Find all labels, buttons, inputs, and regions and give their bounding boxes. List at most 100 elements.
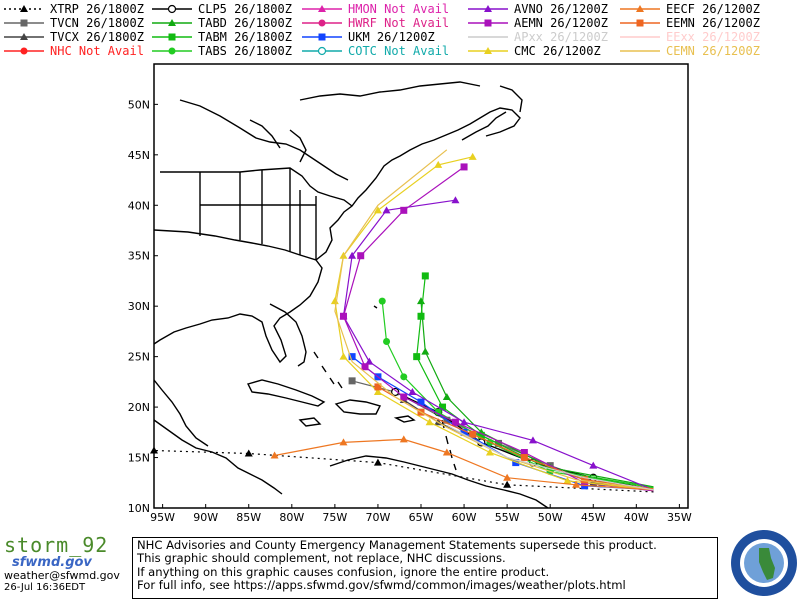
track-point (373, 206, 382, 214)
legend-entry: COTC Not Avail (300, 44, 449, 58)
track-point (339, 438, 348, 446)
lat-tick-label: 20N (128, 401, 150, 414)
lat-tick-label: 45N (128, 149, 150, 162)
track-point (460, 428, 468, 436)
track-point (451, 196, 460, 204)
track-point (391, 387, 400, 397)
track-cmc (330, 152, 654, 491)
track-point (378, 297, 386, 305)
legend-marker (20, 19, 28, 27)
track-point (520, 454, 528, 462)
legend-entry: CMC 26/1200Z (466, 44, 601, 58)
track-point (399, 435, 408, 443)
lon-tick-label: 35W (667, 511, 692, 524)
track-point (460, 418, 469, 426)
track-point (365, 357, 374, 365)
lon-tick-label: 95W (150, 511, 175, 524)
legend-marker (20, 33, 28, 40)
legend-marker (318, 5, 326, 12)
track-point (460, 163, 468, 171)
track-point (348, 377, 356, 385)
legend-swatch-icon (4, 5, 44, 12)
legend-swatch-icon (302, 33, 342, 41)
legend-entry: TABD 26/1800Z (150, 16, 292, 30)
legend-label: APxx 26/1200Z (514, 30, 608, 44)
track-point (520, 449, 528, 456)
legend-swatch-icon (4, 19, 44, 27)
legend-swatch-icon (620, 50, 660, 52)
track-point (434, 408, 442, 416)
track-cemn (334, 149, 654, 491)
track-point (439, 403, 447, 411)
legend-marker (484, 19, 492, 27)
legend-entry: HWRF Not Avail (300, 16, 449, 30)
lat-tick-label: 10N (128, 502, 150, 515)
track-line (342, 199, 654, 491)
track-avno (339, 196, 654, 491)
track-point (244, 449, 253, 457)
track-point (348, 251, 357, 259)
track-point (413, 353, 421, 361)
track-point (417, 312, 425, 320)
track-line (420, 301, 654, 488)
lat-tick-label: 15N (128, 452, 150, 465)
axis-labels: 95W 90W 85W 80W 75W 70W 65W 60W 55W 50W 45W 40W 35W 1… (128, 98, 692, 524)
legend-marker (318, 19, 326, 27)
track-point (503, 480, 512, 488)
legend-swatch-icon (302, 46, 342, 56)
legend-label: TVCX 26/1800Z (50, 30, 144, 44)
legend-swatch-icon (302, 19, 342, 27)
track-point (581, 476, 589, 484)
lon-tick-label: 50W (538, 511, 563, 524)
track-point (400, 393, 408, 401)
disclaimer-line: If anything on this graphic causes confu… (137, 564, 550, 579)
legend-label: UKM 26/1200Z (348, 30, 435, 44)
track-point (468, 152, 477, 160)
track-point (485, 448, 494, 456)
track-line (342, 166, 654, 492)
legend-entry: EExx 26/1200Z (618, 30, 760, 44)
legend-swatch-icon (302, 5, 342, 12)
track-point (451, 418, 459, 426)
track-point (421, 347, 430, 355)
track-point (357, 252, 365, 260)
legend-swatch-icon (4, 47, 44, 55)
legend-entry: AEMN 26/1200Z (466, 16, 608, 30)
legend-swatch-icon (620, 36, 660, 38)
legend-swatch-icon (152, 19, 192, 26)
coastline-outlines (153, 81, 549, 509)
track-point (400, 206, 408, 214)
legend-label: CLP5 26/1800Z (198, 2, 292, 16)
legend-entry: NHC Not Avail (2, 44, 144, 58)
legend-entry: AVNO 26/1200Z (466, 2, 608, 16)
track-point (442, 448, 451, 456)
lon-tick-label: 55W (495, 511, 520, 524)
lon-tick-label: 85W (236, 511, 261, 524)
legend-swatch-icon (152, 4, 192, 14)
disclaimer-box: NHC Advisories and County Emergency Mana… (132, 537, 718, 599)
legend-swatch-icon (152, 33, 192, 41)
forecast-tracks (150, 149, 654, 493)
legend-marker (636, 5, 644, 12)
track-point (348, 353, 356, 361)
disclaimer-line: NHC Advisories and County Emergency Mana… (137, 538, 657, 552)
lat-tick-label: 50N (128, 98, 150, 111)
legend-entry: TVCX 26/1800Z (2, 30, 144, 44)
track-point (373, 387, 382, 395)
legend-label: XTRP 26/1800Z (50, 2, 144, 16)
legend-entry: CEMN 26/1200Z (618, 44, 760, 58)
legend-entry: XTRP 26/1800Z (2, 2, 144, 16)
legend-swatch-icon (468, 36, 508, 38)
product-name: storm_92 (4, 533, 109, 557)
legend-swatch-icon (468, 5, 508, 12)
legend-marker (484, 5, 492, 12)
track-point (421, 272, 429, 280)
legend-entry: HMON Not Avail (300, 2, 449, 16)
legend-entry: APxx 26/1200Z (466, 30, 608, 44)
track-point (512, 459, 520, 467)
track-xtrp (150, 446, 654, 493)
legend-label: CMC 26/1200Z (514, 44, 601, 58)
legend-label: NHC Not Avail (50, 44, 144, 58)
track-line (334, 149, 654, 491)
legend-label: EExx 26/1200Z (666, 30, 760, 44)
